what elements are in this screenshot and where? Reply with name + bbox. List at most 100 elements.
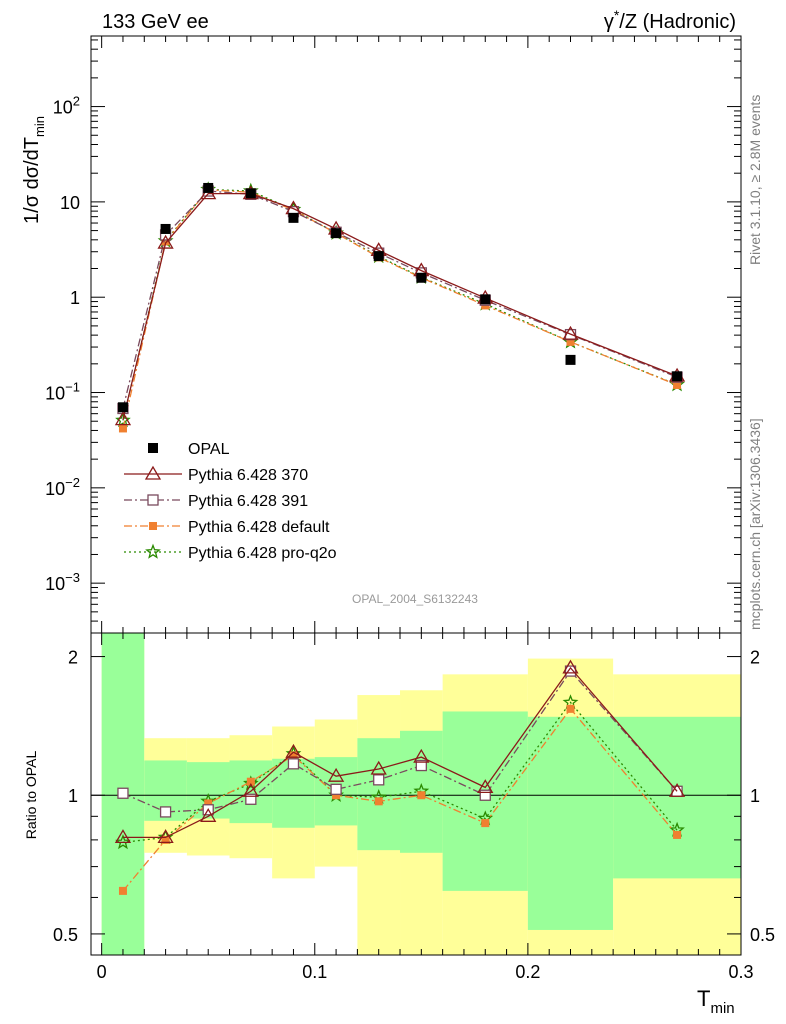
ratio-p370-point bbox=[327, 767, 345, 782]
ratio-p391-point bbox=[564, 665, 577, 677]
ratio-pq2o-point bbox=[115, 834, 131, 850]
legend-marker-pdefault bbox=[149, 522, 157, 530]
main-pdefault-point bbox=[161, 237, 170, 246]
main-opal-point bbox=[416, 272, 427, 283]
main-p370-point bbox=[157, 234, 174, 249]
legend-label-pq2o: Pythia 6.428 pro-q2o bbox=[188, 545, 337, 562]
main-p370-point bbox=[562, 325, 579, 340]
ratio-pdefault-point bbox=[374, 797, 383, 806]
main-pq2o-point bbox=[115, 412, 131, 428]
y-tick-label: 102 bbox=[53, 94, 80, 118]
main-pdefault-point bbox=[118, 424, 127, 433]
main-opal-point bbox=[331, 228, 342, 239]
legend-marker-p370 bbox=[144, 465, 162, 480]
green-band-6 bbox=[357, 738, 401, 851]
ratio-p370-point bbox=[285, 743, 302, 758]
x-tick-label: 0.1 bbox=[302, 962, 327, 982]
ratio-pdefault-point bbox=[118, 886, 127, 895]
rivet-label: Rivet 3.1.10, ≥ 2.8M events bbox=[747, 95, 763, 265]
ratio-p370-point bbox=[413, 748, 430, 763]
ratio-plot-frame: 0 0.1 0.2 0.3 0.5 0.5 1 1 2 2 bbox=[53, 632, 775, 982]
legend-label-pdefault: Pythia 6.428 default bbox=[188, 519, 330, 536]
main-plot-frame: 10−3 10−2 10−1 1 10 102 bbox=[45, 35, 742, 634]
ratio-pdefault-point bbox=[673, 830, 682, 839]
main-opal-point bbox=[373, 251, 384, 262]
ratio-tick-label-left: 1 bbox=[68, 786, 78, 806]
ratio-pdefault-point bbox=[566, 704, 575, 713]
green-band-8 bbox=[442, 711, 528, 891]
ratio-pdefault-point bbox=[417, 791, 426, 800]
main-opal-point bbox=[565, 354, 576, 365]
main-opal-point bbox=[672, 371, 683, 382]
main-plot-border bbox=[90, 35, 742, 634]
ratio-p370-point bbox=[668, 782, 686, 797]
ratio-pdefault-point bbox=[246, 777, 255, 786]
green-band-9 bbox=[527, 716, 614, 930]
header-right: γ*/Z (Hadronic) bbox=[604, 7, 736, 33]
ratio-p370-point bbox=[200, 808, 217, 822]
main-pdefault-point bbox=[673, 380, 682, 389]
ratio-p370-line bbox=[122, 666, 678, 839]
x-axis-title: Tmin bbox=[697, 986, 735, 1017]
ratio-p370-point bbox=[114, 829, 132, 844]
ratio-series-layer bbox=[114, 659, 686, 895]
ratio-p391-point bbox=[479, 789, 491, 801]
ratio-p370-point bbox=[242, 782, 259, 797]
y-tick-label: 10 bbox=[60, 193, 80, 213]
ratio-p370-point bbox=[370, 760, 387, 775]
ratio-pdefault-point bbox=[481, 819, 490, 828]
ratio-pdefault-point bbox=[204, 799, 213, 808]
legend-label-p370: Pythia 6.428 370 bbox=[188, 467, 308, 484]
green-band-4 bbox=[272, 758, 315, 828]
legend-label-p391: Pythia 6.428 391 bbox=[188, 493, 308, 510]
ratio-p370-point bbox=[562, 659, 579, 674]
x-tick-label: 0.3 bbox=[728, 962, 753, 982]
ratio-p370-point bbox=[157, 829, 174, 844]
ratio-p391-point bbox=[159, 806, 172, 818]
ratio-pdefault-point bbox=[289, 751, 298, 760]
ratio-tick-label-right: 2 bbox=[750, 648, 760, 668]
ratio-p370-point bbox=[477, 779, 494, 794]
legend: OPAL Pythia 6.428 370 Pythia 6.428 391 Pyth… bbox=[124, 441, 337, 562]
main-opal-point bbox=[288, 212, 299, 223]
ratio-y-axis-title: Ratio to OPAL bbox=[23, 751, 39, 840]
main-opal-point bbox=[245, 188, 256, 199]
main-p391-line bbox=[122, 190, 678, 409]
main-opal-point bbox=[117, 402, 128, 413]
ratio-tick-label-right: 1 bbox=[750, 786, 760, 806]
main-series-layer bbox=[114, 181, 686, 433]
legend-label-opal: OPAL bbox=[188, 441, 230, 458]
main-pdefault-point bbox=[566, 337, 575, 346]
ratio-p391-point bbox=[373, 774, 385, 786]
ratio-p391-point bbox=[330, 783, 342, 795]
y-tick-label: 10−2 bbox=[45, 475, 80, 499]
ratio-tick-label-right: 0.5 bbox=[750, 925, 775, 945]
legend-marker-p391 bbox=[147, 494, 159, 506]
header-left: 133 GeV ee bbox=[102, 11, 209, 33]
x-tick-label: 0 bbox=[97, 962, 107, 982]
ratio-tick-label-left: 2 bbox=[68, 648, 78, 668]
ratio-tick-label-left: 0.5 bbox=[53, 925, 78, 945]
main-p370-point bbox=[114, 411, 132, 426]
y-tick-label: 10−3 bbox=[45, 570, 80, 594]
main-opal-point bbox=[160, 223, 171, 234]
y-tick-label: 10−1 bbox=[45, 380, 80, 404]
mcplots-label: mcplots.cern.ch [arXiv:1306.3436] bbox=[747, 418, 763, 630]
ratio-p391-point bbox=[117, 787, 129, 799]
x-tick-label: 0.2 bbox=[515, 962, 540, 982]
main-pq2o-line bbox=[122, 188, 678, 421]
ratio-p391-point bbox=[245, 793, 257, 805]
legend-marker-opal bbox=[148, 443, 158, 453]
ratio-pdefault-point bbox=[161, 835, 170, 844]
ratio-p391-point bbox=[415, 759, 427, 772]
y-tick-label: 1 bbox=[70, 288, 80, 308]
main-opal-point bbox=[203, 182, 214, 193]
ratio-uncertainty-bands bbox=[101, 633, 741, 955]
ratio-pdefault-point bbox=[332, 791, 341, 800]
ratio-p391-point bbox=[287, 758, 300, 770]
main-opal-point bbox=[480, 294, 491, 305]
main-p370-line bbox=[122, 193, 678, 420]
main-pdefault-line bbox=[122, 189, 678, 429]
watermark: OPAL_2004_S6132243 bbox=[352, 592, 478, 606]
